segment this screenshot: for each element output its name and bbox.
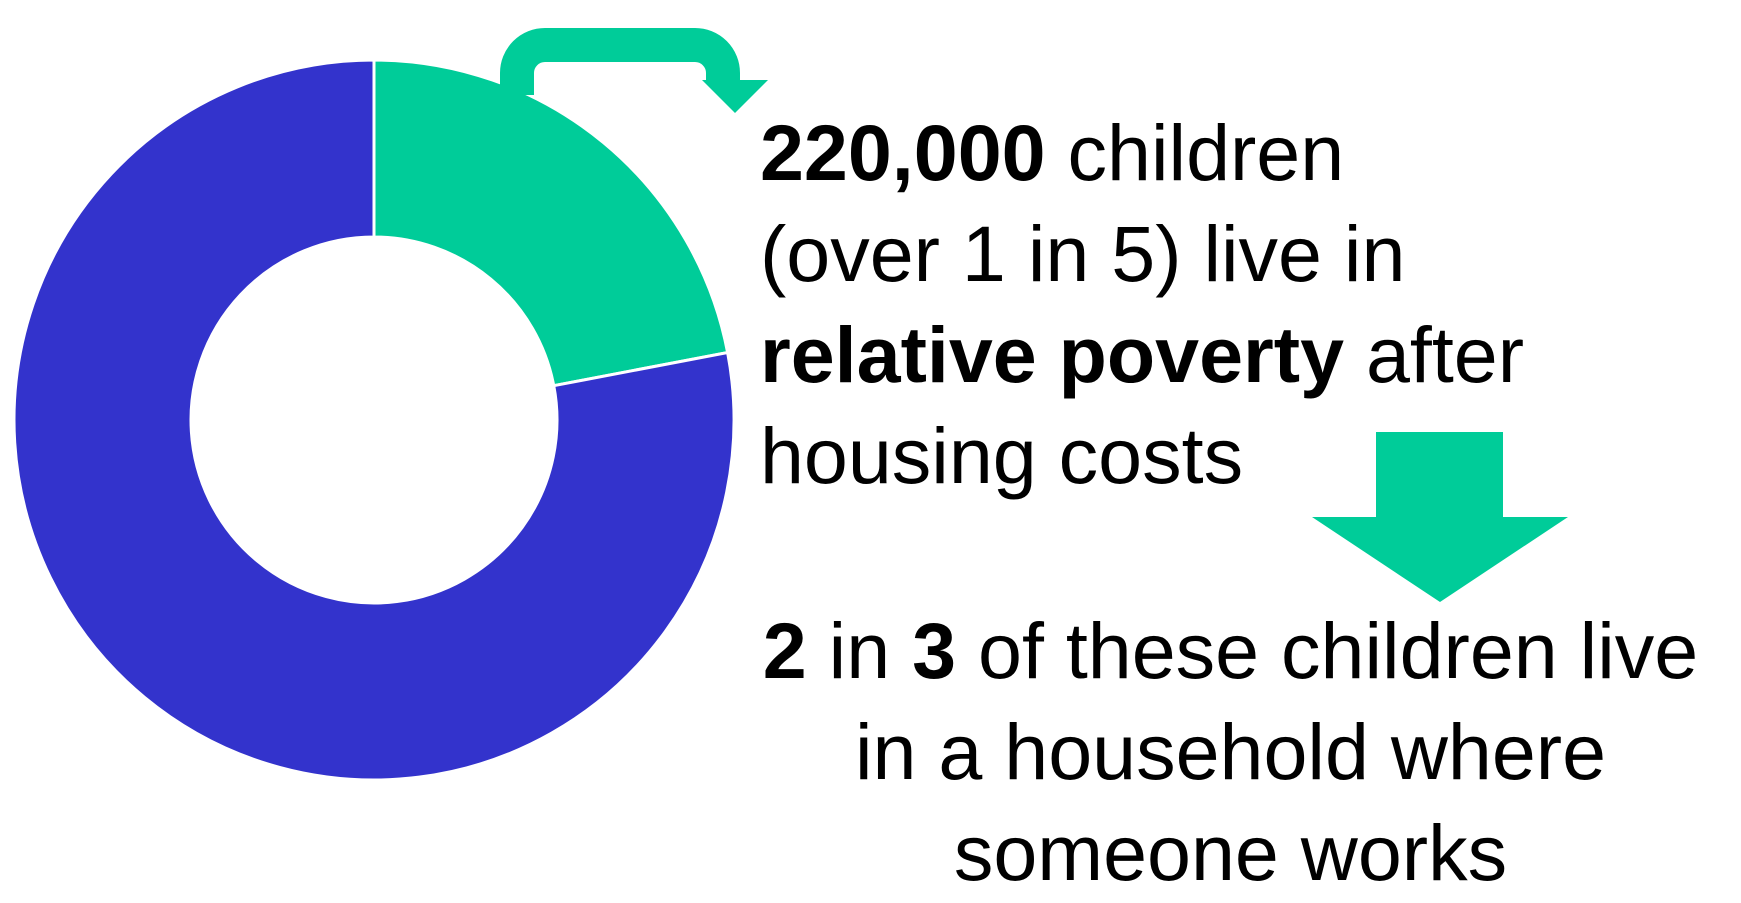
statement1-line2: (over 1 in 5) live in bbox=[760, 209, 1406, 298]
statement2-line2: in a household where bbox=[854, 707, 1607, 796]
statement2-line1: 2 in 3 of these children live bbox=[762, 606, 1699, 695]
relative-poverty-term: relative poverty bbox=[760, 310, 1345, 399]
working-household-statement: 2 in 3 of these children live in a house… bbox=[720, 600, 1741, 903]
statement1-line4: housing costs bbox=[760, 411, 1244, 500]
statement2-line3: someone works bbox=[953, 808, 1508, 897]
down-arrow-icon bbox=[1312, 432, 1568, 602]
statement1-line3: relative poverty after bbox=[760, 310, 1525, 399]
statement1-line1: 220,000 children bbox=[760, 108, 1345, 197]
poverty-statement: 220,000 children (over 1 in 5) live in r… bbox=[760, 102, 1524, 506]
curved-arrow-icon bbox=[500, 28, 768, 113]
donut-slice-1 bbox=[12, 58, 736, 782]
children-count: 220,000 bbox=[760, 108, 1046, 197]
